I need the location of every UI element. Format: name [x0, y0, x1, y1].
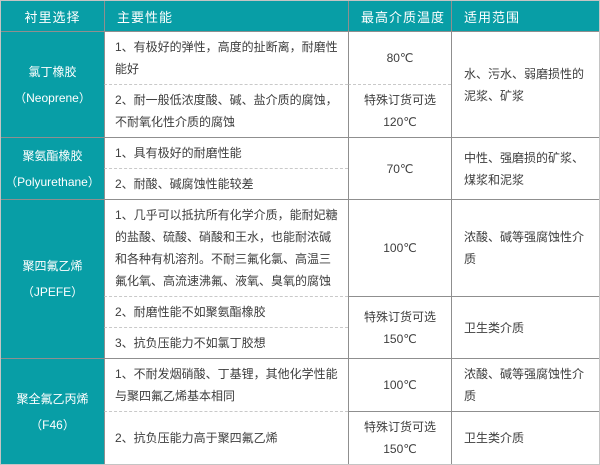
temperature-cell: 特殊订货可选 150℃ — [348, 296, 451, 358]
temperature-cell-line: 150℃ — [383, 331, 417, 346]
header-cell-application-range: 适用范围 — [451, 1, 599, 31]
temperature-cell-line: 120℃ — [383, 115, 417, 129]
table-body: 氯丁橡胶 （Neoprene） 1、有极好的弹性，高度的扯断离，耐磨性能好 2、耐一般… — [1, 31, 599, 464]
material-subname: （Polyurethane） — [5, 174, 100, 189]
material-subname: （JPEFE） — [21, 285, 84, 299]
temperature-cell: 特殊订货可选 150℃ — [348, 411, 451, 464]
range-cell-line: 中性、强磨损的矿浆、煤浆和泥浆 — [464, 150, 585, 187]
range-cell-line: 水、污水、弱磨损性的泥浆、矿浆 — [464, 66, 585, 103]
range-cell: 中性、强磨损的矿浆、煤浆和泥浆 — [451, 138, 599, 199]
temperature-cell: 70℃ — [348, 138, 451, 199]
material-cell: 聚氨酯橡胶 （Polyurethane） — [1, 138, 104, 199]
material-name: 聚全氟乙丙烯 — [16, 391, 89, 406]
range-cell-line: 浓酸、碱等强腐蚀性介质 — [464, 230, 585, 266]
temperature-cell-line: 100℃ — [383, 378, 417, 392]
material-subname: （F46） — [30, 417, 75, 432]
range-cell-line: 卫生类介质 — [464, 320, 525, 335]
temperature-cell-line: 70℃ — [386, 161, 414, 176]
table-row: 聚四氟乙烯 （JPEFE） 1、几乎可以抵抗所有化学介质，能耐妃糖的盐酸、硫酸、硝酸… — [1, 199, 599, 358]
table-row: 氯丁橡胶 （Neoprene） 1、有极好的弹性，高度的扯断离，耐磨性能好 2、耐一般… — [1, 31, 599, 137]
temperature-cell: 100℃ — [348, 359, 451, 411]
temperature-cell-line: 特殊订货可选 — [363, 309, 436, 324]
range-cell: 水、污水、弱磨损性的泥浆、矿浆 — [451, 32, 599, 137]
range-cell: 浓酸、碱等强腐蚀性介质 — [451, 200, 599, 296]
range-cell: 浓酸、碱等强腐蚀性介质 — [451, 359, 599, 411]
table-row: 聚氨酯橡胶 （Polyurethane） 1、具有极好的耐磨性能 2、耐酸、碱腐蚀性能… — [1, 137, 599, 199]
material-subname: （Neoprene） — [14, 90, 91, 105]
material-name: 聚氨酯橡胶 — [22, 148, 83, 163]
material-cell: 聚四氟乙烯 （JPEFE） — [1, 200, 104, 358]
temperature-cell: 80℃ — [348, 32, 451, 84]
performance-cell: 1、不耐发烟硝酸、丁基锂，其他化学性能与聚四氟乙烯基本相同 — [104, 359, 348, 411]
performance-cell: 1、有极好的弹性，高度的扯断离，耐磨性能好 — [104, 32, 348, 84]
temperature-cell-line: 150℃ — [383, 442, 417, 456]
performance-cell: 1、几乎可以抵抗所有化学介质，能耐妃糖的盐酸、硫酸、硝酸和王水，也能耐浓碱和各种… — [104, 200, 348, 296]
range-cell-line: 浓酸、碱等强腐蚀性介质 — [464, 367, 585, 403]
material-cell: 聚全氟乙丙烯 （F46） — [1, 359, 104, 464]
range-cell: 卫生类介质 — [451, 411, 599, 464]
temperature-cell-line: 100℃ — [383, 241, 417, 255]
range-cell: 卫生类介质 — [451, 296, 599, 358]
table-row: 聚全氟乙丙烯 （F46） 1、不耐发烟硝酸、丁基锂，其他化学性能与聚四氟乙烯基本相同… — [1, 358, 599, 464]
performance-cell: 2、耐磨性能不如聚氨酯橡胶 — [104, 296, 348, 327]
table-header-row: 衬里选择 主要性能 最高介质温度 适用范围 — [1, 1, 599, 31]
temperature-cell-line: 80℃ — [386, 51, 414, 65]
temperature-cell: 100℃ — [348, 200, 451, 296]
temperature-cell: 特殊订货可选 120℃ — [348, 84, 451, 137]
header-cell-max-temperature: 最高介质温度 — [348, 1, 451, 31]
performance-cell: 2、耐一般低浓度酸、碱、盐介质的腐蚀，不耐氧化性介质的腐蚀 — [104, 84, 348, 137]
material-name: 氯丁橡胶 — [28, 64, 77, 79]
material-cell: 氯丁橡胶 （Neoprene） — [1, 32, 104, 137]
temperature-cell-line: 特殊订货可选 — [363, 93, 436, 107]
performance-cell: 1、具有极好的耐磨性能 — [104, 138, 348, 168]
performance-cell: 2、抗负压能力高于聚四氟乙烯 — [104, 411, 348, 464]
header-cell-performance: 主要性能 — [104, 1, 348, 31]
temperature-cell-line: 特殊订货可选 — [363, 420, 436, 434]
header-cell-lining: 衬里选择 — [1, 1, 104, 31]
performance-cell: 2、耐酸、碱腐蚀性能较差 — [104, 168, 348, 199]
performance-cell: 3、抗负压能力不如氯丁胶想 — [104, 327, 348, 358]
range-cell-line: 卫生类介质 — [464, 431, 525, 445]
material-name: 聚四氟乙烯 — [22, 259, 83, 273]
